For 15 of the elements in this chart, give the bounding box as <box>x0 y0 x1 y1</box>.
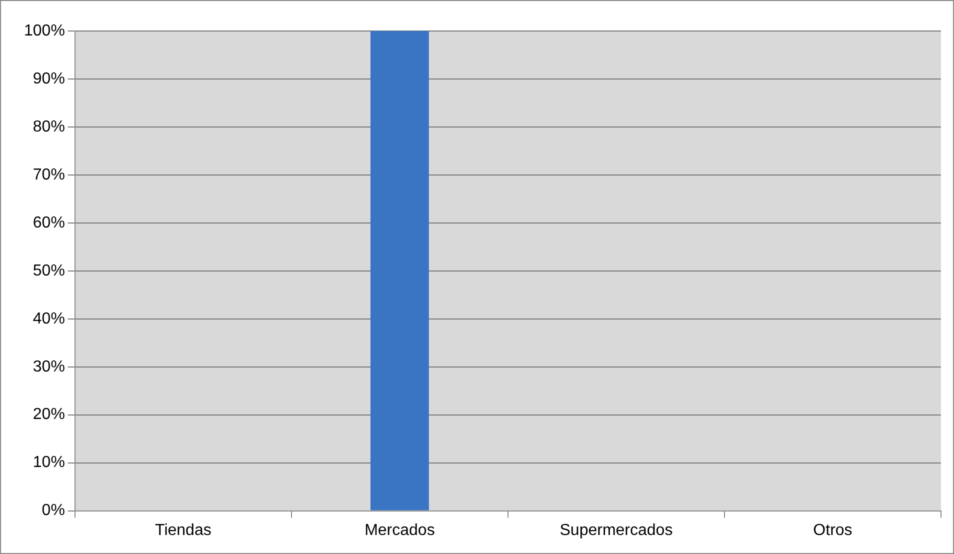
y-tick-label: 60% <box>32 214 65 232</box>
x-tick-label: Otros <box>813 522 852 539</box>
x-tick-label: Mercados <box>364 522 435 539</box>
y-tick-label: 70% <box>32 166 65 184</box>
y-tick-label: 100% <box>24 22 65 40</box>
y-tick-label: 90% <box>32 70 65 88</box>
x-tick-label: Supermercados <box>560 522 673 539</box>
y-tick-label: 40% <box>32 310 65 328</box>
y-tick-label: 0% <box>42 502 65 520</box>
y-tick-label: 10% <box>32 454 65 472</box>
y-tick-label: 80% <box>32 118 65 136</box>
y-tick-label: 20% <box>32 406 65 424</box>
x-tick-label: Tiendas <box>155 522 212 539</box>
y-tick-label: 30% <box>32 358 65 376</box>
y-tick-label: 50% <box>32 262 65 280</box>
